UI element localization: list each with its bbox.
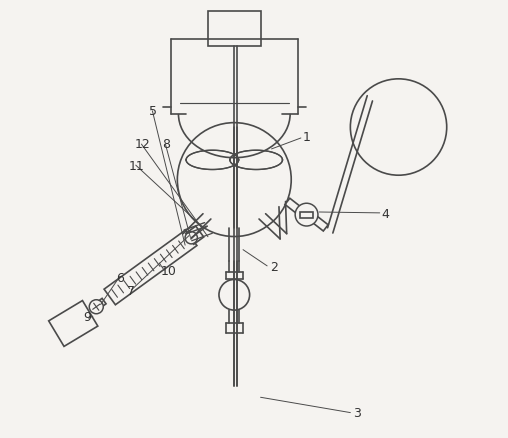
Text: 7: 7 bbox=[128, 285, 135, 298]
Bar bbox=[208, 11, 261, 46]
Polygon shape bbox=[49, 300, 98, 346]
Text: 6: 6 bbox=[116, 272, 124, 285]
Text: 8: 8 bbox=[163, 138, 170, 151]
Polygon shape bbox=[285, 198, 304, 215]
Text: 9: 9 bbox=[84, 311, 91, 324]
Polygon shape bbox=[96, 298, 106, 308]
Text: 2: 2 bbox=[270, 261, 278, 274]
Polygon shape bbox=[309, 214, 328, 231]
Text: 3: 3 bbox=[353, 407, 361, 420]
Text: 5: 5 bbox=[149, 105, 157, 118]
Text: 12: 12 bbox=[135, 138, 150, 151]
Circle shape bbox=[219, 279, 249, 310]
Bar bbox=[300, 212, 313, 218]
Circle shape bbox=[295, 203, 318, 226]
Text: 1: 1 bbox=[303, 131, 310, 145]
Polygon shape bbox=[104, 230, 197, 305]
Circle shape bbox=[351, 79, 447, 175]
Circle shape bbox=[177, 123, 291, 237]
Text: 4: 4 bbox=[382, 208, 389, 221]
Circle shape bbox=[89, 300, 103, 314]
Circle shape bbox=[185, 232, 198, 244]
Polygon shape bbox=[186, 226, 204, 244]
Text: 10: 10 bbox=[161, 265, 176, 278]
Text: 11: 11 bbox=[129, 160, 144, 173]
